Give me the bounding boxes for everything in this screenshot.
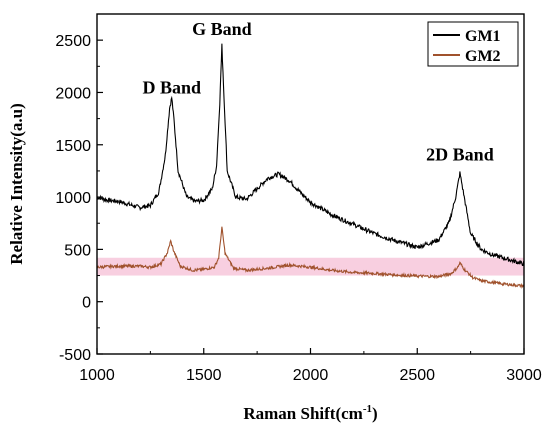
legend-box [427,21,519,67]
annotation-2d-band: 2D Band [426,144,494,164]
series-line-gm1 [97,43,524,267]
y-tick-label: 2500 [55,33,91,50]
x-axis-label-main: Raman Shift(cm [243,404,362,423]
y-tick-label: 0 [82,295,91,312]
x-axis-label: Raman Shift(cm-1) [243,403,377,423]
y-tick-label: 1500 [55,138,91,155]
band-annotations: D Band G Band 2D Band [142,19,493,165]
y-tick-label: 500 [64,242,91,259]
annotation-d-band: D Band [142,78,201,98]
x-axis-label-sup: -1 [363,403,372,415]
x-tick-label: 1500 [186,367,222,384]
x-tick-label: 2500 [399,367,435,384]
x-tick-label: 3000 [506,367,542,384]
legend-label-gm1: GM1 [465,28,501,45]
legend-label-gm2: GM2 [465,48,501,65]
x-tick-label: 1000 [79,367,115,384]
annotation-g-band: G Band [192,19,252,39]
y-tick-label: 1000 [55,190,91,207]
axis-ticks: 1000 1500 2000 2500 3000 -500 0 500 1000 1500 2000… [55,33,541,384]
x-tick-label: 2000 [293,367,329,384]
series-line-gm2 [97,226,524,289]
y-tick-label: -500 [59,347,91,364]
y-tick-label: 2000 [55,85,91,102]
y-axis-label: Relative Intensity(a.u) [7,103,26,264]
x-axis-label-close: ) [372,404,378,423]
plot-data-layer [97,43,524,289]
